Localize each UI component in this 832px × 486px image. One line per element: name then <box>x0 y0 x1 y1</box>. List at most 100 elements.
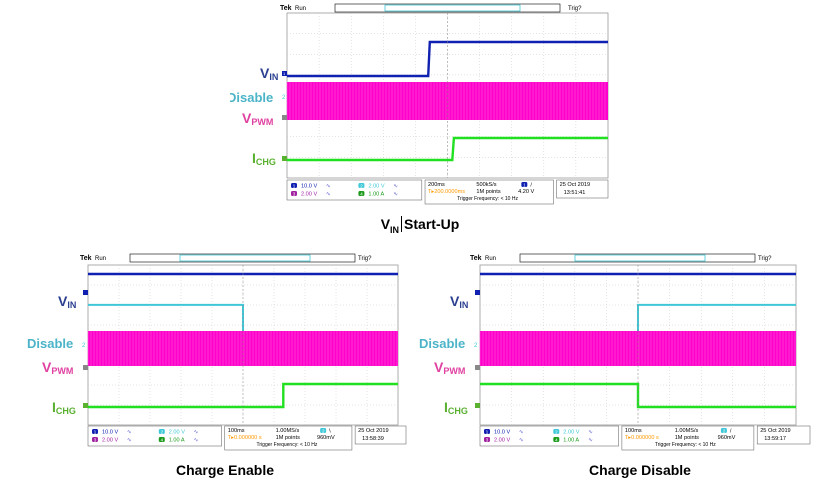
bandwidth-icon: ∿ <box>127 438 132 444</box>
ch4-number: 4 <box>161 437 164 442</box>
trigger-channel-badge <box>720 428 727 433</box>
trigger-delay: T▸0.000000 s <box>625 435 659 441</box>
ch4-number: 4 <box>360 191 363 196</box>
bandwidth-icon: ∿ <box>127 430 132 436</box>
status-readout: 1 10.0 V ∿ 2 2.00 V ∿ 3 2.00 V ∿ 4 1.00 A ∿ 100ms 1.0… <box>87 425 407 451</box>
sample-rate: 1.00MS/s <box>276 428 300 434</box>
ch2-number: 2 <box>555 429 558 434</box>
label-vin: VIN <box>260 65 278 82</box>
ch1-scale: 10.0 V <box>102 430 118 436</box>
ch3-number: 3 <box>486 437 489 442</box>
trigger-level: 960mV <box>718 435 736 441</box>
ch-marker-ichg <box>83 403 88 408</box>
time: 13:58:39 <box>362 436 384 442</box>
trace-vpwm-band <box>88 331 398 366</box>
status-readout: 1 10.0 V ∿ 2 2.00 V ∿ 3 2.00 V ∿ 4 1.00 A ∿ 200ms 500… <box>286 179 609 205</box>
record-points: 1M points <box>476 189 500 195</box>
date: 25 Oct 2019 <box>358 428 388 434</box>
trigger-delay: T▸0.000000 s <box>228 435 262 441</box>
label-vpwm: VPWM <box>242 110 273 127</box>
trig-status: Trig? <box>758 256 772 262</box>
ch3-scale: 2.00 V <box>494 438 510 444</box>
bandwidth-icon: ∿ <box>393 192 398 198</box>
ch2-number: 2 <box>360 183 363 188</box>
channel-box <box>479 425 619 447</box>
trace-vpwm-band <box>480 331 796 366</box>
sample-rate: 1.00MS/s <box>675 428 699 434</box>
timebase: 100ms <box>228 428 245 434</box>
datetime-box <box>354 425 407 445</box>
ch4-badge <box>158 437 165 442</box>
ch-marker-disable: 2 <box>82 343 86 349</box>
label-ichg: ICHG <box>444 399 468 416</box>
ch2-scale: 2.00 V <box>368 184 384 190</box>
ch1-badge <box>291 183 297 188</box>
svg-text:1: 1 <box>283 71 286 76</box>
run-status: Run <box>295 6 306 12</box>
record-points: 1M points <box>675 435 699 441</box>
traces <box>286 13 608 178</box>
trace-vin <box>287 40 608 78</box>
scope-panel-startup: Tek Run Trig? T 1 2 VIN Disable VPWM ICH… <box>227 0 615 228</box>
caption-charge-enable: Charge Enable <box>175 462 275 478</box>
caption-startup: VIN Start-Up <box>380 216 460 235</box>
trigger-channel: 2 <box>322 428 325 433</box>
ch4-scale: 1.00 A <box>368 192 384 198</box>
ch3-scale: 2.00 V <box>102 438 118 444</box>
ch-marker-disable: 2 <box>282 95 286 101</box>
trigger-slope-icon: / <box>530 182 532 188</box>
record-bar <box>519 253 756 263</box>
ch-marker-vin: 1 <box>282 71 287 76</box>
bandwidth-icon: ∿ <box>194 430 199 436</box>
ch3-badge <box>291 191 297 196</box>
ch4-scale: 1.00 A <box>169 438 185 444</box>
svg-text:2: 2 <box>474 343 478 349</box>
trigger-level: 4.20 V <box>518 189 534 195</box>
ch2-badge <box>158 429 165 434</box>
ch3-badge <box>92 437 98 442</box>
bandwidth-icon: ∿ <box>588 430 593 436</box>
ch1-number: 1 <box>94 429 97 434</box>
ch2-scale: 2.00 V <box>563 430 579 436</box>
ch-marker-vpwm <box>83 365 88 370</box>
trigger-channel: 1 <box>523 182 526 187</box>
bandwidth-icon: ∿ <box>588 438 593 444</box>
scope-startup: Tek Run Trig? T 1 2 VIN Disable VPWM ICH… <box>227 3 609 205</box>
svg-text:2: 2 <box>282 95 286 101</box>
bandwidth-icon: ∿ <box>326 192 331 198</box>
ch1-badge <box>484 429 490 434</box>
bandwidth-icon: ∿ <box>393 184 398 190</box>
time: 13:51:41 <box>564 190 586 196</box>
timebase-box <box>224 425 353 451</box>
status-readout: 1 10.0 V ∿ 2 2.00 V ∿ 3 2.00 V ∿ 4 1.00 A ∿ 100ms 1.0… <box>479 425 811 451</box>
ch3-badge <box>484 437 490 442</box>
ch-marker-vin <box>475 290 480 295</box>
label-vpwm: VPWM <box>42 359 73 376</box>
label-vin: VIN <box>58 293 76 310</box>
trace-ichg <box>88 382 398 409</box>
label-ichg: ICHG <box>52 399 76 416</box>
bandwidth-icon: ∿ <box>194 438 199 444</box>
trigger-channel-badge <box>521 182 528 187</box>
traces <box>87 265 398 425</box>
ch4-badge <box>358 191 365 196</box>
record-window <box>179 254 311 262</box>
trig-status: Trig? <box>358 256 372 262</box>
ch-marker-disable: 2 <box>474 343 478 349</box>
trigger-level: 960mV <box>317 435 335 441</box>
record-points: 1M points <box>276 435 300 441</box>
ch2-number: 2 <box>161 429 164 434</box>
trace-vpwm-switching <box>87 331 398 366</box>
trace-vpwm-switching <box>479 331 796 366</box>
ch1-badge <box>92 429 98 434</box>
label-disable: Disable <box>27 336 73 351</box>
ch1-scale: 10.0 V <box>494 430 510 436</box>
brand-label: Tek <box>280 5 292 12</box>
ch2-scale: 2.00 V <box>169 430 185 436</box>
caption-charge-disable: Charge Disable <box>589 462 691 478</box>
record-bar <box>334 3 561 13</box>
datetime-box <box>756 425 811 445</box>
channel-box <box>286 179 423 201</box>
